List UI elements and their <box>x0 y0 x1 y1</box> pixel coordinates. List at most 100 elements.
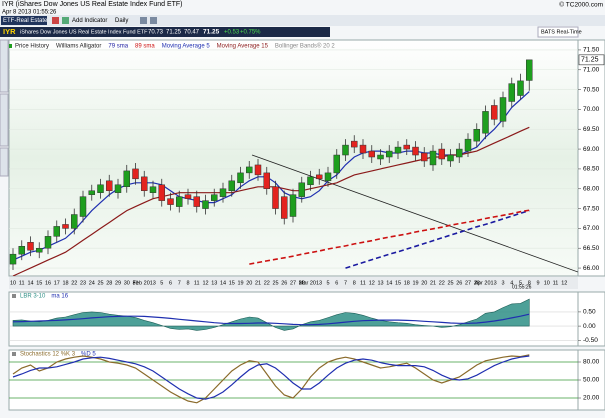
last-price-label: 71.25 <box>581 57 599 64</box>
x-tick-label: 14 <box>386 280 392 286</box>
timeframe[interactable]: Daily <box>115 18 128 24</box>
candle-body <box>429 150 437 166</box>
candle-body <box>167 198 174 205</box>
y-tick-label: 0.00 <box>583 323 596 330</box>
x-tick-label: 5 <box>519 280 522 286</box>
y-tick-label: 69.00 <box>583 146 600 153</box>
x-tick-label: 25 <box>272 280 278 286</box>
candle-body <box>517 80 524 96</box>
candle-body <box>219 188 227 197</box>
candle-body <box>254 164 262 176</box>
x-tick-label: 13 <box>211 280 217 286</box>
plot-area <box>9 354 578 404</box>
candle-body <box>473 128 480 142</box>
series-line <box>345 209 530 269</box>
y-tick-label: 68.50 <box>583 166 600 173</box>
x-tick-label: 10 <box>544 280 550 286</box>
candle-body <box>36 247 43 253</box>
tool-icon[interactable] <box>52 17 59 24</box>
candle-body <box>377 154 384 160</box>
x-tick-label: 29 <box>115 280 121 286</box>
x-tick-label: Mar 2013 <box>299 280 322 286</box>
x-tick-label: 14 <box>27 280 33 286</box>
x-tick-label: 6 <box>335 280 338 286</box>
x-tick-label: 25 <box>97 280 103 286</box>
x-tick-label: 5 <box>326 280 329 286</box>
legend-entry: Williams Alligator <box>56 44 101 50</box>
series-line <box>12 313 530 326</box>
quote-low: 70.47 <box>184 30 200 36</box>
plot-area <box>9 298 578 341</box>
candle-body <box>394 146 402 154</box>
x-tick-label: 10 <box>10 280 16 286</box>
candle-body <box>184 194 192 199</box>
y-tick-label: 66.00 <box>583 265 600 272</box>
y-tick-label: 66.50 <box>583 245 600 252</box>
x-tick-label: 11 <box>19 280 25 286</box>
candle-body <box>359 144 367 154</box>
legend-entry: Price History <box>15 44 49 50</box>
x-tick-label: 9 <box>536 280 539 286</box>
series-line <box>12 355 530 400</box>
watchlist-button[interactable] <box>1 16 47 25</box>
candle-body <box>132 168 139 180</box>
candle-body <box>289 194 297 217</box>
candle-body <box>211 194 218 201</box>
candle-body <box>307 176 314 186</box>
candle-body <box>228 180 235 191</box>
candle-body <box>62 224 69 229</box>
legend-entry: Moving Average 15 <box>217 44 269 50</box>
side-tab[interactable] <box>0 147 9 177</box>
candle-body <box>447 154 454 162</box>
add-indicator[interactable]: Add Indicator <box>72 18 107 24</box>
x-tick-label: 8 <box>528 280 531 286</box>
candle-body <box>316 174 323 180</box>
x-tick-label: 11 <box>194 280 200 286</box>
candle-body <box>149 186 157 193</box>
x-tick-label: 21 <box>255 280 261 286</box>
x-tick-label: 8 <box>353 280 356 286</box>
x-tick-label: 20 <box>246 280 252 286</box>
x-tick-label: 12 <box>202 280 208 286</box>
candle-body <box>114 184 122 193</box>
candle-body <box>351 140 358 148</box>
x-tick-label: Apr 2013 <box>474 280 496 286</box>
candle-body <box>158 184 165 201</box>
y-tick-label: 71.00 <box>583 66 600 73</box>
y-tick-label: 67.50 <box>583 205 600 212</box>
trend-line <box>251 154 578 273</box>
quote-last: 71.25 <box>203 29 220 36</box>
date-axis-strip <box>9 277 578 289</box>
x-tick-label: 6 <box>169 280 172 286</box>
x-tick-label: 3 <box>501 280 504 286</box>
window-title: IYR (iShares Dow Jones US Real Estate In… <box>2 1 183 8</box>
side-tab[interactable] <box>0 39 9 93</box>
x-tick-label: 12 <box>369 280 375 286</box>
y-tick-label: 68.00 <box>583 185 600 192</box>
axis-panel <box>577 291 605 347</box>
candle-body <box>246 166 253 174</box>
tool-icon[interactable] <box>140 17 147 24</box>
candle-body <box>438 148 445 160</box>
datetime: Apr 8 2013 01:55:26 <box>2 10 57 16</box>
candle-body <box>106 180 113 191</box>
last-price-box <box>578 54 605 66</box>
y-tick-label: -0.50 <box>583 337 598 344</box>
candle-body <box>464 138 472 152</box>
x-tick-label: 18 <box>62 280 68 286</box>
tool-icon[interactable] <box>150 17 157 24</box>
legend-icon <box>9 44 12 48</box>
x-tick-label: 26 <box>456 280 462 286</box>
candle-body <box>9 253 17 265</box>
candle-body <box>141 176 148 191</box>
candle-body <box>403 144 410 150</box>
x-tick-label: 22 <box>71 280 77 286</box>
side-tab[interactable] <box>0 93 9 147</box>
tool-icon[interactable] <box>62 17 69 24</box>
legend-entry: Stochastics 12 %K 3 <box>20 352 76 358</box>
x-tick-label: 16 <box>45 280 51 286</box>
legend-entry: ma 16 <box>51 294 68 300</box>
x-tick-label: 14 <box>220 280 226 286</box>
x-tick-label: 7 <box>178 280 181 286</box>
x-tick-label: 23 <box>80 280 86 286</box>
